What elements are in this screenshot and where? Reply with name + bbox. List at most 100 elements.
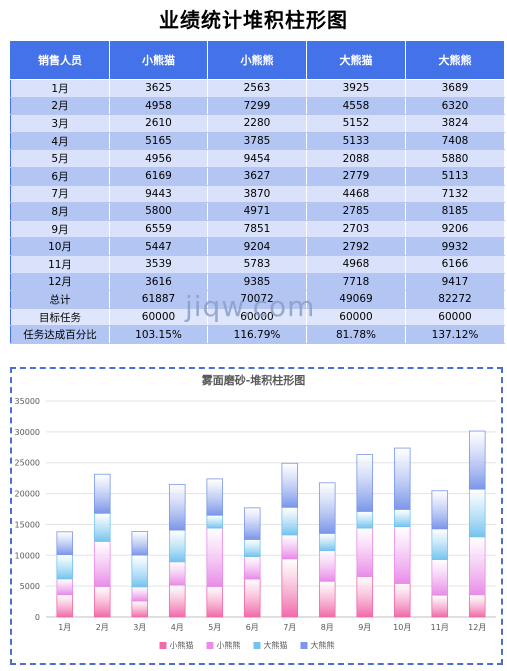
watermark: jiqw.com bbox=[185, 290, 316, 323]
bar-segment bbox=[431, 559, 449, 596]
table-row: 12月 3616 9385 7718 9417 bbox=[10, 273, 505, 292]
bar-segment bbox=[206, 527, 224, 587]
table-cell: 116.79% bbox=[207, 325, 307, 344]
table-cell: 12月 bbox=[10, 273, 110, 292]
legend-label: 小熊熊 bbox=[217, 640, 241, 650]
bar-segment bbox=[431, 528, 449, 560]
table-cell: 60000 bbox=[207, 308, 307, 327]
bar-segment bbox=[168, 529, 186, 563]
bar-segment bbox=[318, 482, 336, 534]
x-tick-label: 8月 bbox=[321, 623, 334, 632]
chart-frame bbox=[10, 367, 503, 665]
legend-swatch bbox=[206, 642, 214, 649]
bar-segment bbox=[243, 538, 261, 557]
table-cell: 60000 bbox=[405, 308, 505, 327]
bar-segment bbox=[468, 488, 486, 538]
table-cell: 2779 bbox=[306, 167, 406, 186]
chart-title: 雾面磨砂-堆积柱形图 bbox=[201, 374, 306, 387]
bar-segment bbox=[393, 447, 411, 510]
table-cell: 5113 bbox=[405, 167, 505, 186]
bar-segment bbox=[168, 483, 186, 531]
bar-segment bbox=[281, 462, 299, 508]
y-tick-label: 20000 bbox=[15, 490, 40, 499]
bar-segment bbox=[56, 578, 74, 596]
header-cell: 销售人员 bbox=[10, 40, 110, 80]
y-tick-label: 10000 bbox=[15, 551, 40, 560]
table-cell: 8185 bbox=[405, 202, 505, 221]
table-cell: 5165 bbox=[109, 132, 208, 151]
table-cell: 3627 bbox=[207, 167, 307, 186]
table-header-row: 销售人员 小熊猫 小熊熊 大熊猫 大熊熊 bbox=[10, 40, 505, 80]
table-cell: 2280 bbox=[207, 114, 307, 133]
table-cell: 2792 bbox=[306, 237, 406, 256]
table-row: 11月 3539 5783 4968 6166 bbox=[10, 255, 505, 274]
table-cell: 3785 bbox=[207, 132, 307, 151]
table-cell: 任务达成百分比 bbox=[10, 325, 110, 344]
bar-segment bbox=[281, 506, 299, 536]
table-cell: 2610 bbox=[109, 114, 208, 133]
table-cell: 6320 bbox=[405, 97, 505, 116]
table-cell: 9月 bbox=[10, 220, 110, 239]
bar-segment bbox=[356, 576, 374, 618]
bar-segment bbox=[56, 594, 74, 618]
table-cell: 9443 bbox=[109, 185, 208, 204]
bar-segment bbox=[468, 430, 486, 490]
bar-segment bbox=[318, 550, 336, 582]
table-cell: 10月 bbox=[10, 237, 110, 256]
table-row: 6月 6169 3627 2779 5113 bbox=[10, 167, 505, 186]
table-cell: 4958 bbox=[109, 97, 208, 116]
table-cell: 6559 bbox=[109, 220, 208, 239]
x-tick-label: 1月 bbox=[58, 623, 71, 632]
bar-segment bbox=[206, 586, 224, 618]
bar-segment bbox=[93, 512, 111, 542]
table-cell: 9454 bbox=[207, 149, 307, 168]
bar-segment bbox=[131, 600, 149, 618]
table-cell: 3625 bbox=[109, 79, 208, 98]
table-cell: 4月 bbox=[10, 132, 110, 151]
page-title: 业绩统计堆积柱形图 bbox=[159, 8, 348, 32]
y-tick-label: 35000 bbox=[15, 397, 40, 406]
table-cell: 3616 bbox=[109, 273, 208, 292]
table-cell: 8月 bbox=[10, 202, 110, 221]
table-cell: 1月 bbox=[10, 79, 110, 98]
legend-swatch bbox=[300, 642, 308, 649]
table-cell: 2703 bbox=[306, 220, 406, 239]
bar-segment bbox=[468, 594, 486, 618]
table-cell: 82272 bbox=[405, 290, 505, 309]
bar-segment bbox=[356, 510, 374, 529]
header-cell: 小熊猫 bbox=[109, 40, 208, 80]
table-cell: 4558 bbox=[306, 97, 406, 116]
legend-swatch bbox=[253, 642, 261, 649]
table-cell: 81.78% bbox=[306, 325, 406, 344]
table-cell: 7718 bbox=[306, 273, 406, 292]
bar-segment bbox=[356, 454, 374, 512]
bar-segment bbox=[168, 561, 186, 586]
bar-segment bbox=[431, 594, 449, 618]
table-cell: 3539 bbox=[109, 255, 208, 274]
bar-segment bbox=[206, 478, 224, 516]
table-cell: 60000 bbox=[306, 308, 406, 327]
table-cell: 137.12% bbox=[405, 325, 505, 344]
x-tick-label: 9月 bbox=[358, 623, 371, 632]
table-cell: 3925 bbox=[306, 79, 406, 98]
bar-segment bbox=[131, 554, 149, 588]
table-cell: 9385 bbox=[207, 273, 307, 292]
table-footer-row: 任务达成百分比 103.15% 116.79% 81.78% 137.12% bbox=[10, 325, 505, 344]
legend-label: 大熊熊 bbox=[311, 640, 335, 650]
bar-segment bbox=[281, 558, 299, 618]
table-cell: 49069 bbox=[306, 290, 406, 309]
x-tick-label: 2月 bbox=[96, 623, 109, 632]
table-cell: 7408 bbox=[405, 132, 505, 151]
bar-segment bbox=[131, 586, 149, 602]
table-cell: 6月 bbox=[10, 167, 110, 186]
table-footer-row: 总计 61887 70072 49069 82272 bbox=[10, 290, 505, 309]
table-cell: 5152 bbox=[306, 114, 406, 133]
table-cell: 7月 bbox=[10, 185, 110, 204]
table-cell: 2785 bbox=[306, 202, 406, 221]
table-cell: 4968 bbox=[306, 255, 406, 274]
table-cell: 5447 bbox=[109, 237, 208, 256]
table-cell: 103.15% bbox=[109, 325, 208, 344]
table-row: 1月 3625 2563 3925 3689 bbox=[10, 79, 505, 98]
table-row: 4月 5165 3785 5133 7408 bbox=[10, 132, 505, 151]
